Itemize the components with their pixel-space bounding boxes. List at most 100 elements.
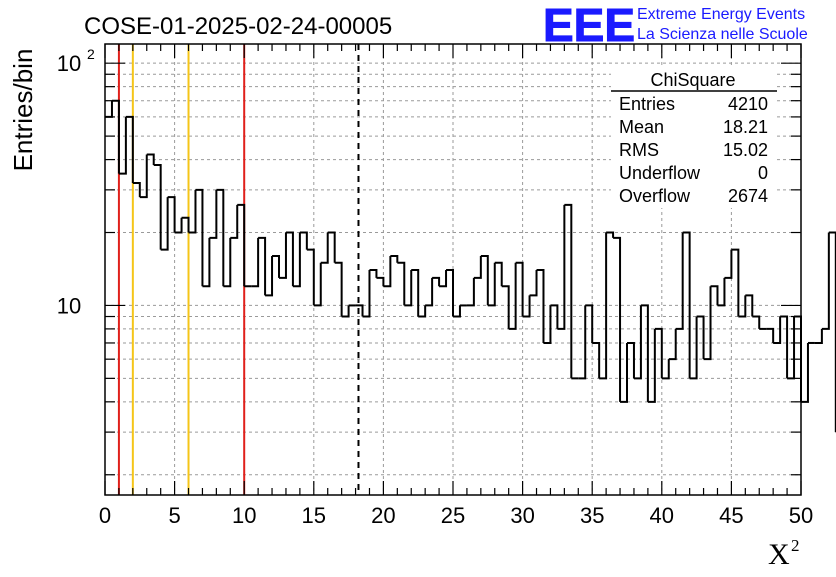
histogram-bin xyxy=(801,343,808,402)
histogram-bin xyxy=(537,270,544,343)
x-tick-label: 20 xyxy=(371,503,395,528)
histogram-bin xyxy=(307,250,314,306)
logo-line2: La Scienza nelle Scuole xyxy=(637,26,808,43)
histogram-bin xyxy=(328,233,335,263)
histogram-bin xyxy=(105,101,112,117)
histogram-bin xyxy=(467,278,474,306)
histogram-bin xyxy=(648,329,655,402)
histogram-bin xyxy=(272,256,279,278)
histogram-bin xyxy=(488,263,495,306)
histogram-bin xyxy=(724,250,731,278)
histogram-bin xyxy=(627,343,634,378)
histogram-bin xyxy=(620,343,627,402)
x-tick-label: 0 xyxy=(99,503,111,528)
y-axis-label: Entries/bin xyxy=(8,49,38,172)
histogram-bin xyxy=(704,286,711,359)
histogram-bin xyxy=(161,197,168,249)
histogram-bin xyxy=(126,117,133,183)
stats-value-rms: 15.02 xyxy=(723,140,768,160)
histogram-bin xyxy=(369,270,376,278)
x-tick-label: 30 xyxy=(510,503,534,528)
histogram-bin xyxy=(822,233,829,329)
histogram-bin xyxy=(543,305,550,343)
x-tick-label: 40 xyxy=(650,503,674,528)
histogram-bin xyxy=(592,343,599,378)
histogram-bin xyxy=(738,295,745,316)
stats-title: ChiSquare xyxy=(650,70,735,90)
histogram-bin xyxy=(251,238,258,286)
histogram-bin xyxy=(209,190,216,238)
stats-value-overflow: 2674 xyxy=(728,186,768,206)
histogram-bin xyxy=(662,359,669,378)
histogram-bin xyxy=(189,190,196,233)
histogram-bin xyxy=(745,295,752,316)
histogram-bin xyxy=(425,278,432,306)
histogram-bin xyxy=(509,263,516,329)
histogram-bin xyxy=(376,278,383,286)
histogram-bin xyxy=(530,270,537,295)
x-tick-label: 15 xyxy=(302,503,326,528)
histogram-bin xyxy=(195,190,202,286)
x-tick-label: 45 xyxy=(719,503,743,528)
stats-value-mean: 18.21 xyxy=(723,117,768,137)
histogram-bin xyxy=(112,101,119,174)
histogram-bin xyxy=(418,305,425,316)
histogram-bin xyxy=(335,263,342,317)
histogram-bin xyxy=(613,238,620,402)
histogram-bin xyxy=(655,329,662,378)
histogram-bin xyxy=(168,197,175,232)
x-axis-label-sup: 2 xyxy=(791,536,800,555)
histogram-bin xyxy=(286,233,293,287)
stats-box: ChiSquare Entries 4210 Mean 18.21 RMS 15… xyxy=(611,68,777,208)
y-tick-label: 10 2 xyxy=(57,46,95,76)
histogram-bin xyxy=(829,233,836,433)
histogram-bin xyxy=(314,263,321,306)
histogram-bin xyxy=(474,256,481,278)
x-axis-label: X 2 xyxy=(768,536,800,571)
stats-value-underflow: 0 xyxy=(758,163,768,183)
x-tick-label: 50 xyxy=(789,503,813,528)
y-tick-label-base: 10 xyxy=(57,293,81,318)
histogram-bin xyxy=(502,286,509,329)
histogram-bin xyxy=(481,256,488,305)
histogram-bin xyxy=(432,278,439,286)
histogram-bin xyxy=(404,270,411,305)
stats-value-entries: 4210 xyxy=(728,94,768,114)
histogram-bin xyxy=(606,233,613,238)
histogram-bin xyxy=(321,233,328,263)
histogram-bin xyxy=(411,270,418,316)
histogram-bin xyxy=(717,278,724,306)
histogram-bin xyxy=(439,270,446,286)
histogram-bin xyxy=(293,233,300,287)
stats-label-mean: Mean xyxy=(619,117,664,137)
histogram-bin xyxy=(557,205,564,329)
x-tick-label: 5 xyxy=(168,503,180,528)
histogram-bin xyxy=(773,317,780,343)
x-tick-label: 25 xyxy=(441,503,465,528)
histogram-bin xyxy=(258,238,265,296)
chart-title: COSE-01-2025-02-24-00005 xyxy=(84,13,392,40)
histogram-bin xyxy=(216,190,223,286)
histogram-bin xyxy=(495,263,502,286)
histogram-bin xyxy=(676,233,683,329)
reference-lines xyxy=(119,44,359,495)
y-tick-label-exponent: 2 xyxy=(87,46,95,62)
histogram-bin xyxy=(119,117,126,174)
histogram-bin xyxy=(697,317,704,360)
y-tick-label: 10 xyxy=(57,293,81,318)
histogram-bin xyxy=(585,305,592,343)
histogram-bin xyxy=(690,317,697,379)
histogram-bin xyxy=(265,256,272,295)
histogram-bin xyxy=(202,238,209,286)
histogram-bin xyxy=(669,329,676,359)
histogram-bin xyxy=(766,329,773,343)
y-tick-label-base: 10 xyxy=(57,51,81,76)
histogram-bin xyxy=(516,263,523,317)
histogram-bin xyxy=(140,154,147,197)
histogram-bin xyxy=(300,233,307,250)
histogram-bin xyxy=(390,256,397,263)
histogram-bin xyxy=(641,305,648,401)
histogram-bin xyxy=(383,256,390,286)
